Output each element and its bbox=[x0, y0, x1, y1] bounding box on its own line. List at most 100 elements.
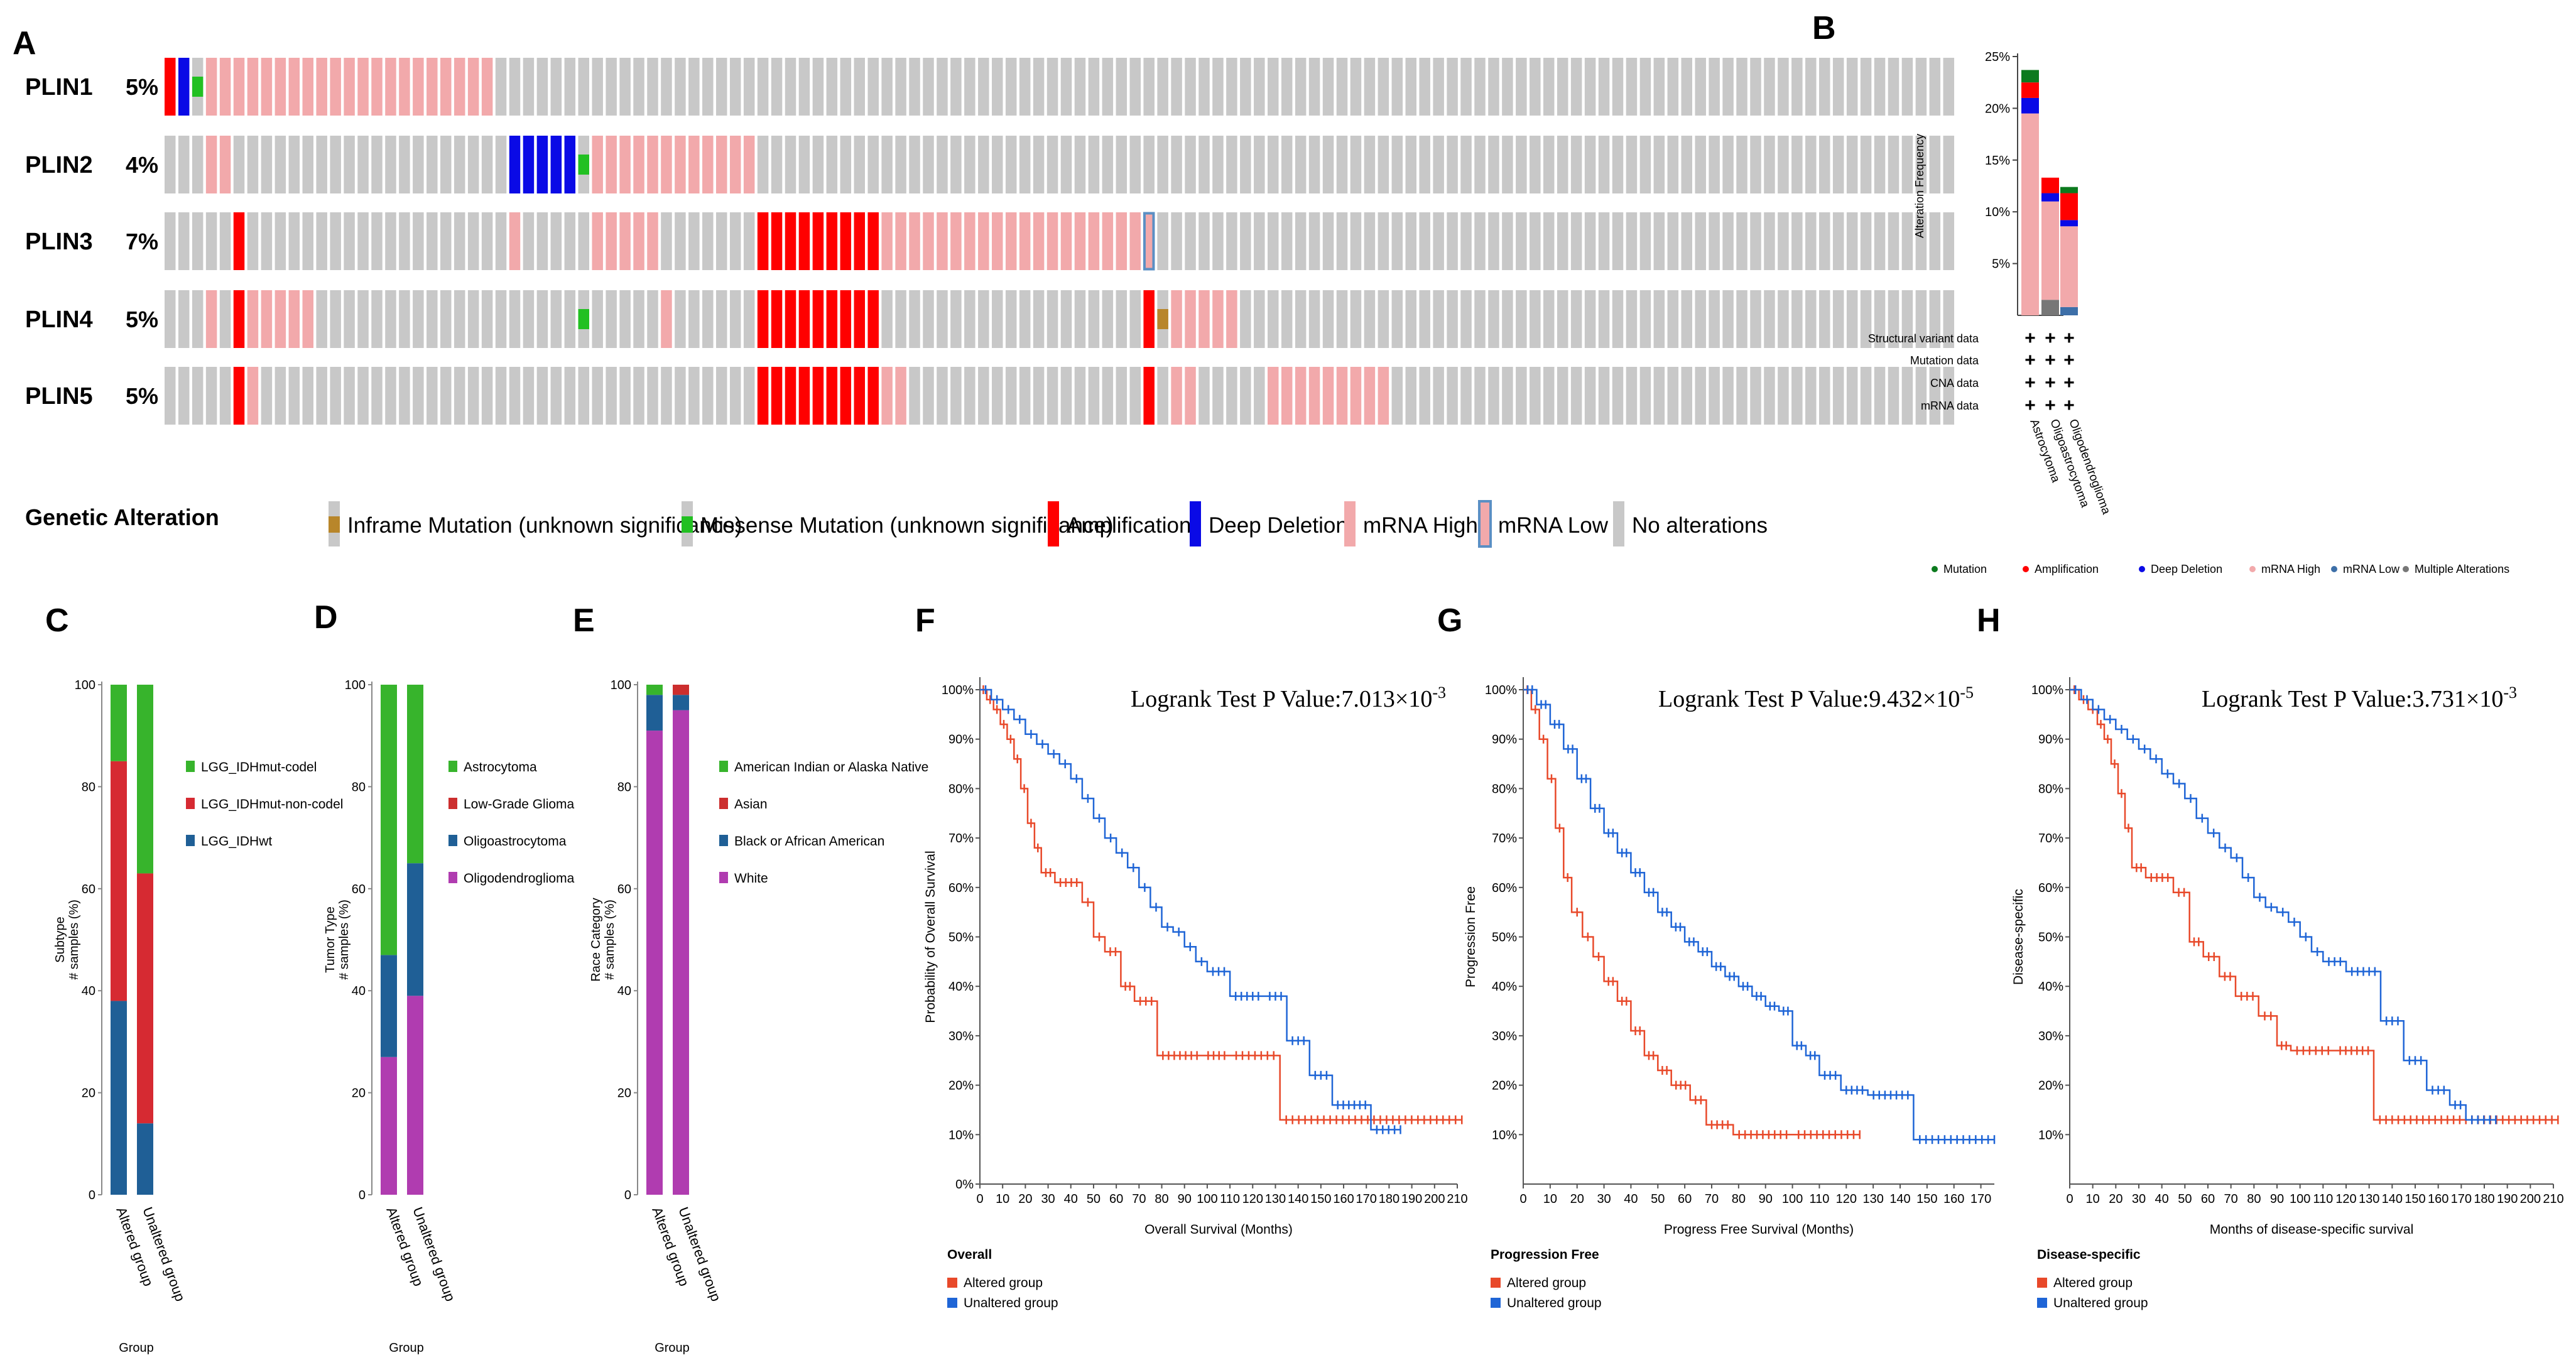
sample-cell bbox=[192, 136, 204, 193]
bar-segment-lgg-idhmut-codel bbox=[137, 685, 153, 874]
altered-cell bbox=[606, 212, 617, 270]
x-tick-label: 20 bbox=[1018, 1192, 1032, 1206]
sample-cell bbox=[1943, 136, 1955, 193]
x-axis-label: Group bbox=[655, 1341, 690, 1355]
sample-cell bbox=[1530, 212, 1541, 270]
sample-cell bbox=[1350, 58, 1362, 116]
altered-cell bbox=[867, 367, 879, 425]
sample-cell bbox=[1598, 290, 1610, 348]
x-tick-label: 200 bbox=[1424, 1192, 1445, 1206]
sample-cell bbox=[247, 212, 259, 270]
altered-cell bbox=[371, 58, 383, 116]
sample-cell bbox=[1212, 58, 1224, 116]
legend-label-altered-group: Altered group bbox=[964, 1276, 1043, 1290]
altered-cell bbox=[165, 58, 176, 116]
legend-swatch-amplification bbox=[1048, 501, 1059, 546]
sample-cell bbox=[440, 290, 452, 348]
x-tick-label: 70 bbox=[2224, 1192, 2238, 1206]
x-tick-label: 110 bbox=[2313, 1192, 2333, 1206]
sample-cell bbox=[192, 367, 204, 425]
bar-segment-astrocytoma bbox=[381, 685, 397, 955]
altered-cell bbox=[247, 367, 259, 425]
altered-cell bbox=[1074, 212, 1086, 270]
legend-label-mrna-high: mRNA High bbox=[1363, 513, 1478, 538]
x-tick-label: 150 bbox=[1916, 1192, 1937, 1206]
sample-cell bbox=[1543, 290, 1555, 348]
x-tick-label: 190 bbox=[2497, 1192, 2518, 1206]
sample-cell bbox=[1764, 58, 1775, 116]
sample-cell bbox=[1805, 136, 1817, 193]
sample-cell bbox=[1185, 58, 1196, 116]
sample-cell bbox=[1129, 58, 1141, 116]
altered-cell bbox=[771, 290, 783, 348]
sample-cell bbox=[1764, 367, 1775, 425]
sample-cell bbox=[1874, 136, 1886, 193]
bar-segment-astrocytoma bbox=[2021, 97, 2039, 114]
altered-cell bbox=[344, 58, 355, 116]
sample-cell bbox=[357, 212, 369, 270]
legend-label-mrna-high: mRNA High bbox=[2261, 563, 2320, 575]
bar-segment-oligodendroglioma bbox=[2060, 187, 2078, 193]
sample-cell bbox=[316, 290, 327, 348]
sample-cell bbox=[950, 58, 962, 116]
sample-cell bbox=[1212, 212, 1224, 270]
sample-cell bbox=[1460, 212, 1472, 270]
pvalue-text: Logrank Test P Value:3.731×10 bbox=[2202, 686, 2503, 712]
y-tick-label: 90% bbox=[2038, 733, 2063, 747]
altered-cell bbox=[1033, 212, 1045, 270]
panel-label-g: G bbox=[1437, 602, 1462, 639]
legend-label-mutation: Mutation bbox=[1943, 563, 1987, 575]
altered-cell bbox=[219, 58, 231, 116]
sample-cell bbox=[1295, 290, 1307, 348]
sample-cell bbox=[1060, 136, 1072, 193]
x-tick-label: 150 bbox=[2405, 1192, 2425, 1206]
x-tick-label: 200 bbox=[2520, 1192, 2541, 1206]
y-tick-label: 20% bbox=[2038, 1079, 2063, 1093]
altered-cell bbox=[661, 136, 672, 193]
sample-cell bbox=[743, 212, 755, 270]
sample-cell bbox=[1060, 367, 1072, 425]
altered-cell bbox=[1143, 367, 1155, 425]
y-tick-label: 80% bbox=[2038, 782, 2063, 796]
y-tick-label: 60 bbox=[352, 883, 366, 896]
gene-pct-plin2: 4% bbox=[126, 152, 158, 178]
sample-cell bbox=[550, 58, 562, 116]
sample-cell bbox=[1364, 58, 1376, 116]
sample-cell bbox=[192, 212, 204, 270]
mutation-mark bbox=[1157, 309, 1168, 329]
legend-swatch-altered-group bbox=[2037, 1278, 2047, 1288]
y-axis-label: Disease-specific bbox=[2011, 889, 2026, 985]
sample-cell bbox=[1488, 58, 1499, 116]
sample-cell bbox=[1888, 212, 1899, 270]
sample-cell bbox=[1226, 136, 1237, 193]
y-tick-label: 60% bbox=[2038, 881, 2063, 895]
altered-cell bbox=[1308, 367, 1320, 425]
sample-cell bbox=[771, 58, 783, 116]
x-tick-label: 80 bbox=[1732, 1192, 1746, 1206]
bar-segment-oligodendroglioma bbox=[2060, 220, 2078, 227]
sample-cell bbox=[1598, 58, 1610, 116]
sample-cell bbox=[1722, 367, 1734, 425]
altered-cell bbox=[509, 212, 521, 270]
sample-cell bbox=[371, 136, 383, 193]
legend-swatch-unaltered-group bbox=[1491, 1298, 1501, 1308]
sample-cell bbox=[716, 290, 727, 348]
sample-cell bbox=[1736, 290, 1747, 348]
sample-cell bbox=[165, 367, 176, 425]
altered-cell bbox=[661, 290, 672, 348]
altered-cell bbox=[909, 212, 920, 270]
legend-swatch-lgg-idhwt bbox=[186, 835, 195, 846]
x-tick-label: 70 bbox=[1705, 1192, 1719, 1206]
x-tick-label: 40 bbox=[1064, 1192, 1078, 1206]
y-axis-label-2: # samples (%) bbox=[67, 900, 81, 980]
sample-cell bbox=[1846, 58, 1858, 116]
sample-cell bbox=[371, 290, 383, 348]
sample-cell bbox=[619, 290, 631, 348]
sample-cell bbox=[1874, 212, 1886, 270]
sample-cell bbox=[992, 367, 1003, 425]
sample-cell bbox=[1005, 290, 1017, 348]
altered-cell bbox=[233, 212, 245, 270]
sample-cell bbox=[1157, 212, 1168, 270]
sample-cell bbox=[978, 290, 989, 348]
sample-cell bbox=[716, 212, 727, 270]
